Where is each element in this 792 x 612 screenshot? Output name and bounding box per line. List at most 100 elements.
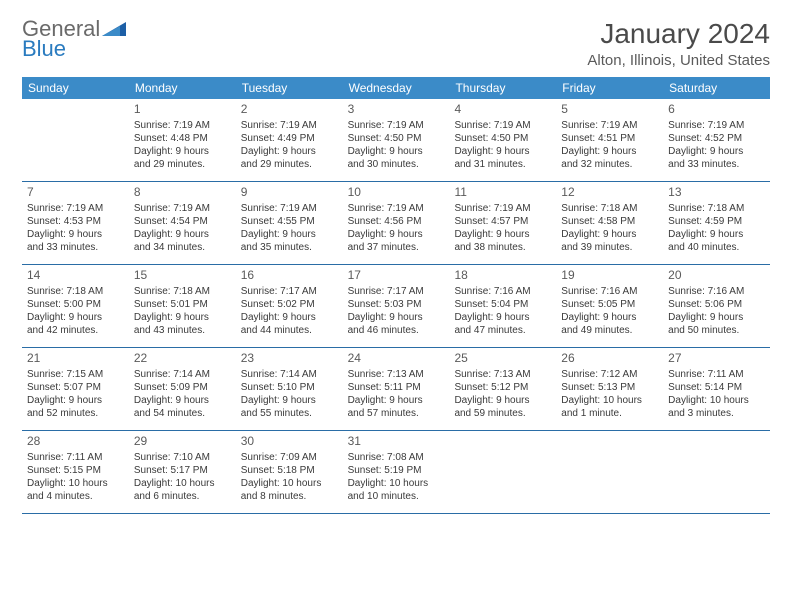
day-info-line: Sunset: 5:19 PM: [348, 464, 445, 477]
day-cell: 26Sunrise: 7:12 AMSunset: 5:13 PMDayligh…: [556, 348, 663, 430]
day-cell: 17Sunrise: 7:17 AMSunset: 5:03 PMDayligh…: [343, 265, 450, 347]
day-info-line: Sunrise: 7:18 AM: [668, 202, 765, 215]
day-info-line: Sunset: 5:03 PM: [348, 298, 445, 311]
day-info-line: Sunrise: 7:09 AM: [241, 451, 338, 464]
day-number: 28: [27, 434, 124, 450]
day-info-line: Sunrise: 7:17 AM: [348, 285, 445, 298]
day-info-line: Sunrise: 7:13 AM: [454, 368, 551, 381]
day-number: 18: [454, 268, 551, 284]
day-info-line: Daylight: 10 hours: [561, 394, 658, 407]
day-number: 30: [241, 434, 338, 450]
day-info-line: Sunrise: 7:11 AM: [668, 368, 765, 381]
day-info-line: Daylight: 9 hours: [27, 228, 124, 241]
day-info-line: Sunset: 5:00 PM: [27, 298, 124, 311]
day-number: 4: [454, 102, 551, 118]
day-info-line: and 33 minutes.: [27, 241, 124, 254]
day-cell: 14Sunrise: 7:18 AMSunset: 5:00 PMDayligh…: [22, 265, 129, 347]
day-cell: 12Sunrise: 7:18 AMSunset: 4:58 PMDayligh…: [556, 182, 663, 264]
day-info-line: Sunrise: 7:13 AM: [348, 368, 445, 381]
day-cell: 10Sunrise: 7:19 AMSunset: 4:56 PMDayligh…: [343, 182, 450, 264]
day-info-line: Daylight: 9 hours: [241, 311, 338, 324]
day-cell: 18Sunrise: 7:16 AMSunset: 5:04 PMDayligh…: [449, 265, 556, 347]
day-info-line: Sunrise: 7:10 AM: [134, 451, 231, 464]
day-cell: 30Sunrise: 7:09 AMSunset: 5:18 PMDayligh…: [236, 431, 343, 513]
day-info-line: Daylight: 9 hours: [454, 311, 551, 324]
logo: General Blue: [22, 18, 126, 60]
day-info-line: and 29 minutes.: [241, 158, 338, 171]
day-info-line: and 44 minutes.: [241, 324, 338, 337]
day-info-line: Sunset: 5:12 PM: [454, 381, 551, 394]
logo-text: General Blue: [22, 18, 126, 60]
day-number: 13: [668, 185, 765, 201]
day-info-line: and 29 minutes.: [134, 158, 231, 171]
day-info-line: Sunset: 5:14 PM: [668, 381, 765, 394]
day-info-line: Sunrise: 7:19 AM: [668, 119, 765, 132]
day-info-line: and 8 minutes.: [241, 490, 338, 503]
day-number: 5: [561, 102, 658, 118]
day-info-line: Daylight: 9 hours: [454, 394, 551, 407]
day-info-line: Daylight: 10 hours: [348, 477, 445, 490]
day-info-line: and 35 minutes.: [241, 241, 338, 254]
day-number: 19: [561, 268, 658, 284]
day-header-tuesday: Tuesday: [236, 77, 343, 99]
day-info-line: and 59 minutes.: [454, 407, 551, 420]
day-number: 31: [348, 434, 445, 450]
day-info-line: Daylight: 9 hours: [561, 311, 658, 324]
day-info-line: and 34 minutes.: [134, 241, 231, 254]
day-info-line: Daylight: 9 hours: [134, 228, 231, 241]
day-info-line: and 54 minutes.: [134, 407, 231, 420]
day-cell: 4Sunrise: 7:19 AMSunset: 4:50 PMDaylight…: [449, 99, 556, 181]
day-info-line: Daylight: 9 hours: [348, 394, 445, 407]
day-info-line: Daylight: 10 hours: [134, 477, 231, 490]
day-cell: 29Sunrise: 7:10 AMSunset: 5:17 PMDayligh…: [129, 431, 236, 513]
day-info-line: Sunset: 5:02 PM: [241, 298, 338, 311]
day-info-line: Daylight: 9 hours: [134, 394, 231, 407]
week-row: 21Sunrise: 7:15 AMSunset: 5:07 PMDayligh…: [22, 348, 770, 431]
day-info-line: and 57 minutes.: [348, 407, 445, 420]
day-info-line: and 33 minutes.: [668, 158, 765, 171]
day-info-line: Sunset: 5:04 PM: [454, 298, 551, 311]
day-info-line: and 55 minutes.: [241, 407, 338, 420]
header: General Blue January 2024 Alton, Illinoi…: [22, 18, 770, 69]
day-info-line: Sunrise: 7:16 AM: [454, 285, 551, 298]
day-info-line: and 10 minutes.: [348, 490, 445, 503]
day-info-line: Sunrise: 7:08 AM: [348, 451, 445, 464]
day-info-line: and 31 minutes.: [454, 158, 551, 171]
day-cell: 8Sunrise: 7:19 AMSunset: 4:54 PMDaylight…: [129, 182, 236, 264]
day-info-line: and 6 minutes.: [134, 490, 231, 503]
day-info-line: Sunset: 5:09 PM: [134, 381, 231, 394]
day-info-line: and 39 minutes.: [561, 241, 658, 254]
day-cell: 20Sunrise: 7:16 AMSunset: 5:06 PMDayligh…: [663, 265, 770, 347]
day-cell: [663, 431, 770, 513]
day-cell: 19Sunrise: 7:16 AMSunset: 5:05 PMDayligh…: [556, 265, 663, 347]
title-block: January 2024 Alton, Illinois, United Sta…: [587, 18, 770, 69]
day-info-line: Sunrise: 7:15 AM: [27, 368, 124, 381]
day-number: 12: [561, 185, 658, 201]
day-cell: 5Sunrise: 7:19 AMSunset: 4:51 PMDaylight…: [556, 99, 663, 181]
day-info-line: Sunrise: 7:19 AM: [134, 202, 231, 215]
day-header-monday: Monday: [129, 77, 236, 99]
day-info-line: and 47 minutes.: [454, 324, 551, 337]
day-number: 2: [241, 102, 338, 118]
month-title: January 2024: [587, 18, 770, 50]
day-info-line: Sunrise: 7:18 AM: [561, 202, 658, 215]
day-info-line: Sunrise: 7:19 AM: [27, 202, 124, 215]
day-info-line: Sunset: 5:17 PM: [134, 464, 231, 477]
day-number: 6: [668, 102, 765, 118]
day-number: 14: [27, 268, 124, 284]
day-info-line: Daylight: 9 hours: [27, 394, 124, 407]
day-cell: [22, 99, 129, 181]
day-number: 3: [348, 102, 445, 118]
day-info-line: Sunrise: 7:18 AM: [27, 285, 124, 298]
day-cell: [449, 431, 556, 513]
day-info-line: Daylight: 10 hours: [668, 394, 765, 407]
day-info-line: Daylight: 10 hours: [241, 477, 338, 490]
day-info-line: Sunrise: 7:19 AM: [454, 119, 551, 132]
day-info-line: Daylight: 9 hours: [668, 311, 765, 324]
day-info-line: Daylight: 9 hours: [134, 311, 231, 324]
day-info-line: Sunset: 4:57 PM: [454, 215, 551, 228]
day-info-line: and 32 minutes.: [561, 158, 658, 171]
day-info-line: Sunrise: 7:19 AM: [348, 119, 445, 132]
day-info-line: Sunset: 4:55 PM: [241, 215, 338, 228]
day-cell: 16Sunrise: 7:17 AMSunset: 5:02 PMDayligh…: [236, 265, 343, 347]
